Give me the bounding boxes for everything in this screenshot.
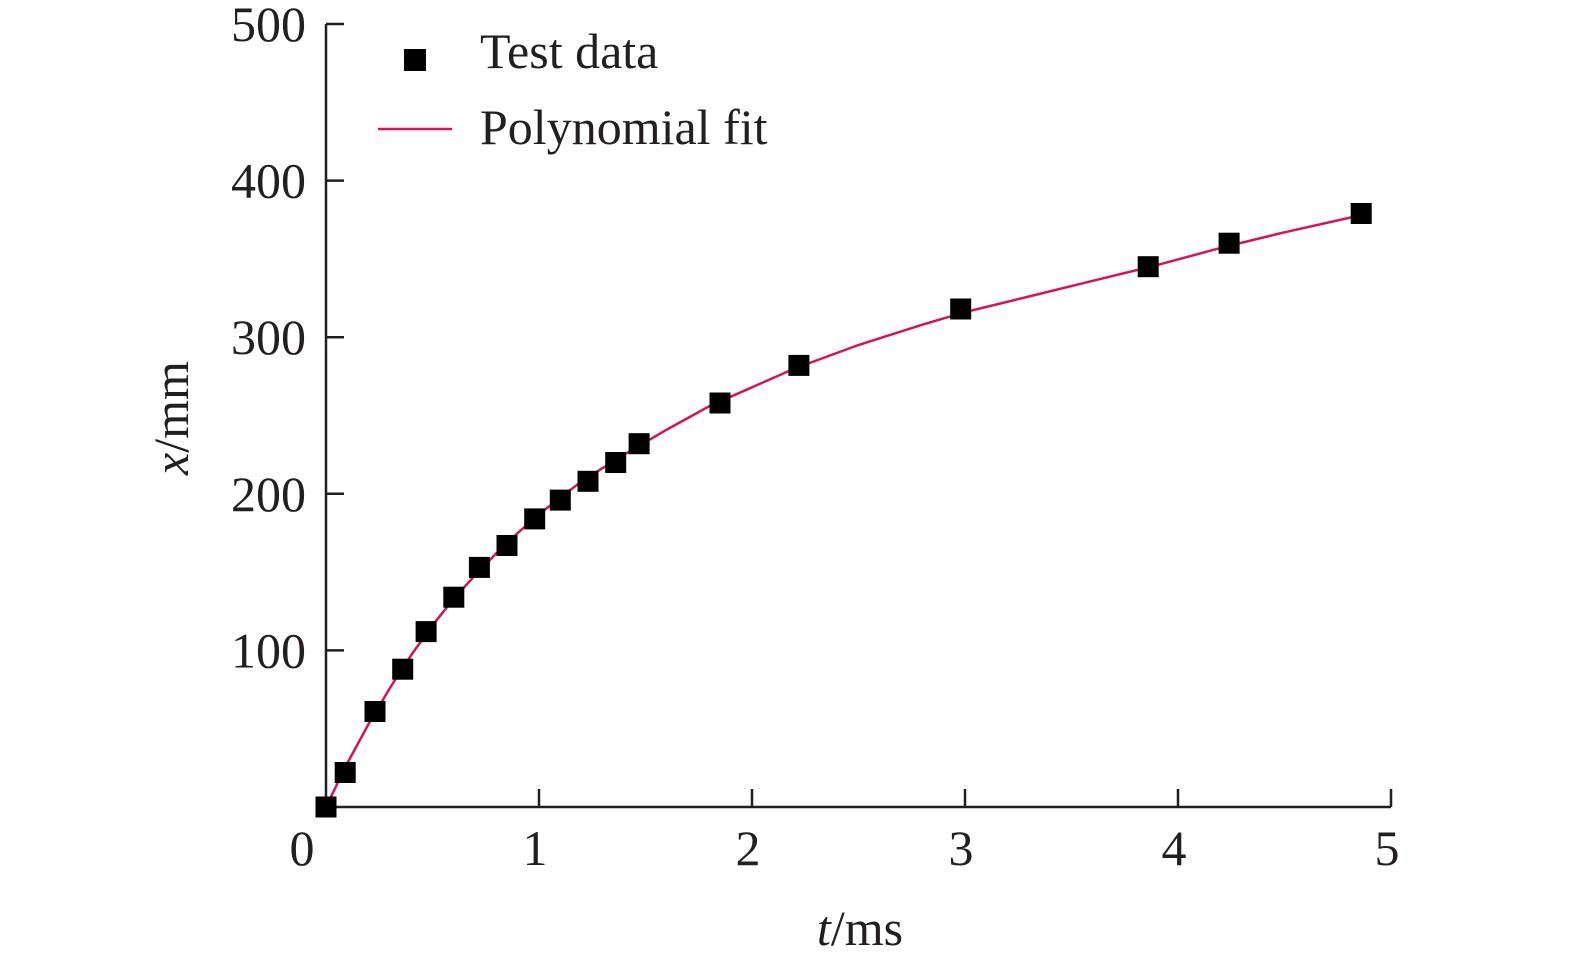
y-tick-label: 200 xyxy=(231,466,306,522)
test-data-point xyxy=(524,508,546,530)
x-ticks: 0 1 2 3 4 5 xyxy=(290,789,1400,876)
x-tick-label: 0 xyxy=(290,820,315,876)
test-data-point xyxy=(392,658,414,680)
polynomial-fit-line xyxy=(324,213,1362,808)
test-data-point xyxy=(628,433,650,455)
test-data-points xyxy=(315,203,1372,818)
y-tick-label: 400 xyxy=(231,153,306,209)
x-axis-unit: /ms xyxy=(831,900,903,956)
y-tick-label: 500 xyxy=(231,0,306,52)
test-data-point xyxy=(788,354,810,376)
test-data-point xyxy=(549,489,571,511)
plot-area xyxy=(315,203,1372,818)
y-axis-var: x xyxy=(143,453,199,476)
x-axis-title: t/ms xyxy=(817,900,903,956)
legend: Test data Polynomial fit xyxy=(378,23,768,155)
test-data-point xyxy=(468,556,490,578)
y-tick-label: 300 xyxy=(231,309,306,365)
test-data-point xyxy=(709,392,731,414)
test-data-point xyxy=(443,586,465,608)
x-tick-label: 1 xyxy=(523,820,548,876)
x-tick-label: 3 xyxy=(949,820,974,876)
test-data-point xyxy=(334,762,356,783)
test-data-point xyxy=(1218,232,1240,254)
test-data-point xyxy=(415,621,437,643)
x-axis-var: t xyxy=(817,900,832,956)
legend-marker-test-data xyxy=(404,49,426,71)
y-axis-unit: /mm xyxy=(143,361,199,453)
y-axis-title: x/mm xyxy=(143,361,199,476)
test-data-point xyxy=(950,298,972,320)
test-data-point xyxy=(1137,256,1159,278)
test-data-point xyxy=(364,701,386,722)
axes: 100 200 300 400 500 0 1 2 3 4 5 xyxy=(231,0,1400,876)
x-tick-label: 4 xyxy=(1162,820,1187,876)
test-data-point xyxy=(577,470,599,492)
test-data-point xyxy=(496,535,518,556)
x-tick-label: 5 xyxy=(1375,820,1400,876)
legend-label-test-data: Test data xyxy=(480,23,658,79)
y-ticks: 100 200 300 400 500 xyxy=(231,0,344,678)
test-data-point xyxy=(1350,203,1372,224)
x-tick-label: 2 xyxy=(736,820,761,876)
legend-label-polynomial-fit: Polynomial fit xyxy=(480,99,768,155)
y-tick-label: 100 xyxy=(231,622,306,678)
test-data-point xyxy=(315,796,337,818)
test-data-point xyxy=(605,452,627,473)
